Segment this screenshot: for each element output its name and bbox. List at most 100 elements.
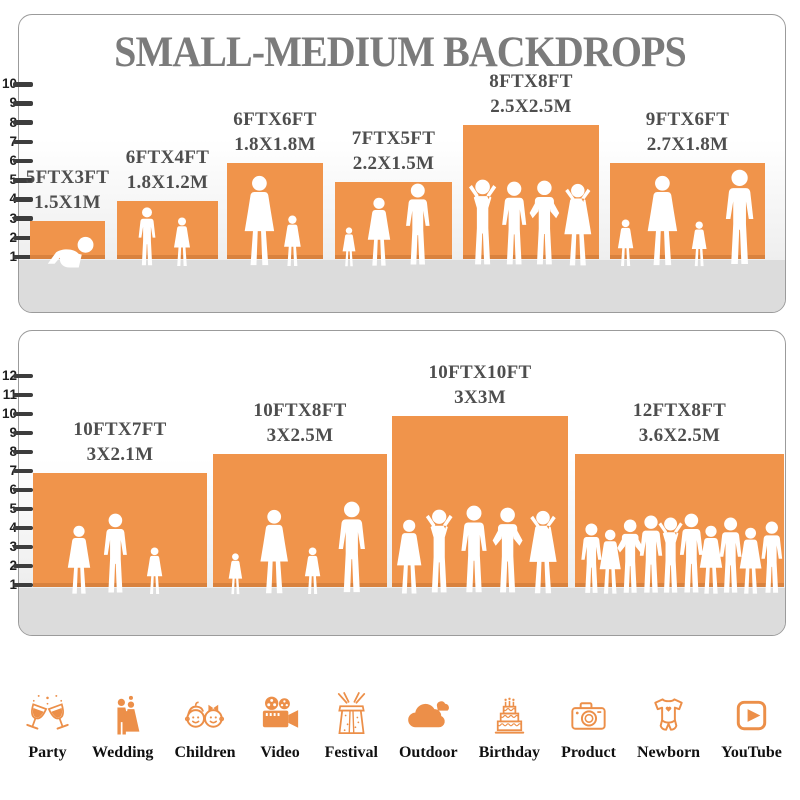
woman-silhouette <box>365 197 393 267</box>
axis-tick-mark <box>13 582 33 588</box>
backdrop-size-label: 6FTX4FT 1.8X1.2M <box>125 147 210 194</box>
axis-tick-mark <box>13 430 33 436</box>
woman-silhouette <box>227 553 244 595</box>
category-children: Children <box>174 692 236 762</box>
man-silhouette <box>757 521 787 595</box>
birthday-icon <box>486 692 533 739</box>
axis-tick-mark <box>13 563 33 569</box>
axis-tick-mark <box>13 525 33 531</box>
category-label: Festival <box>324 744 378 761</box>
man-hips-silhouette <box>490 507 525 595</box>
axis-tick-label: 10 <box>1 406 17 421</box>
category-label: YouTube <box>721 744 782 761</box>
man-silhouette <box>720 169 759 267</box>
festival-icon <box>328 692 375 739</box>
children-icon <box>181 692 228 739</box>
category-label: Birthday <box>478 744 541 761</box>
axis-tick-mark <box>13 82 33 87</box>
floor <box>19 260 785 312</box>
backdrop-bar-9ftx6ft <box>610 163 765 259</box>
floor <box>19 588 785 635</box>
category-youtube: YouTube <box>721 692 782 762</box>
backdrop-size-label: 5FTX3FT 1.5X1M <box>25 166 110 213</box>
backdrop-size-label: 8FTX8FT 2.5X2.5M <box>489 70 573 117</box>
video-icon <box>257 692 304 739</box>
backdrop-bar-6ftx4ft <box>117 201 218 259</box>
axis-tick-mark <box>13 216 33 221</box>
backdrop-bar-6ftx6ft <box>227 163 323 259</box>
axis-tick-mark <box>13 120 33 125</box>
man-silhouette <box>333 501 371 595</box>
category-newborn: Newborn <box>637 692 700 762</box>
small-backdrops-panel: SMALL-MEDIUM BACKDROPS 123456789105FTX3F… <box>0 14 800 313</box>
category-birthday: Birthday <box>479 692 540 762</box>
woman-silhouette <box>65 525 93 595</box>
category-product: Product <box>561 692 616 762</box>
backdrop-bar-10ftx10ft <box>392 416 568 587</box>
product-icon <box>565 692 612 739</box>
backdrop-size-label: 12FTX8FT 3.6X2.5M <box>632 400 727 446</box>
woman-silhouette <box>616 219 635 267</box>
man-silhouette <box>99 513 132 595</box>
axis-tick-mark <box>13 101 33 106</box>
party-icon <box>24 692 71 739</box>
category-label: Outdoor <box>398 744 458 761</box>
axis-tick-mark <box>13 449 33 455</box>
backdrop-size-label: 10FTX7FT 3X2.1M <box>73 419 167 465</box>
category-label: Party <box>28 744 67 761</box>
man-up-silhouette <box>422 509 456 595</box>
woman-silhouette <box>394 519 424 595</box>
axis-tick-mark <box>13 158 33 164</box>
axis-tick-label: 11 <box>2 387 17 402</box>
woman-silhouette <box>341 227 357 267</box>
wedding-icon <box>99 692 146 739</box>
category-label: Video <box>260 744 300 761</box>
man-silhouette <box>401 183 435 267</box>
axis-tick-mark <box>13 139 33 145</box>
woman-silhouette <box>282 215 303 267</box>
backdrop-size-label: 10FTX8FT 3X2.5M <box>253 400 347 446</box>
backdrop-bar-12ftx8ft <box>575 454 784 587</box>
woman-silhouette <box>644 175 681 267</box>
category-label: Children <box>174 744 236 761</box>
backdrop-bar-10ftx8ft <box>213 454 387 587</box>
outdoor-icon <box>405 692 452 739</box>
man-up-silhouette <box>465 179 500 267</box>
category-row: Party Wedding Children Video Festival Outdoor… <box>24 658 782 762</box>
category-label: Newborn <box>636 744 701 761</box>
backdrop-size-label: 9FTX6FT 2.7X1.8M <box>645 109 730 155</box>
axis-tick-mark <box>13 254 33 260</box>
backdrop-bar-8ftx8ft <box>463 124 599 259</box>
axis-tick-mark <box>13 235 33 241</box>
backdrop-size-label: 7FTX5FT 2.2X1.5M <box>351 128 436 175</box>
category-festival: Festival <box>325 692 378 762</box>
page-title: SMALL-MEDIUM BACKDROPS <box>114 29 687 76</box>
category-wedding: Wedding <box>92 692 153 762</box>
woman-up-silhouette <box>526 510 560 595</box>
backdrop-bar-5ftx3ft <box>30 220 105 259</box>
man-silhouette <box>456 505 492 595</box>
axis-tick-mark <box>13 392 33 398</box>
axis-tick-mark <box>13 197 33 202</box>
woman-silhouette <box>303 547 322 595</box>
woman-silhouette <box>172 217 192 267</box>
axis-tick-mark <box>13 487 33 493</box>
man-hips-silhouette <box>527 180 562 267</box>
axis-tick-label: 12 <box>1 368 17 383</box>
axis-tick-mark <box>13 468 33 474</box>
woman-silhouette <box>690 221 708 267</box>
backdrop-size-label: 6FTX6FT 1.8X1.8M <box>233 109 317 155</box>
youtube-icon <box>728 692 775 739</box>
axis-tick-mark <box>13 373 33 379</box>
backdrop-bar-7ftx5ft <box>335 182 452 259</box>
axis-tick-mark <box>13 411 33 417</box>
category-outdoor: Outdoor <box>399 692 458 762</box>
axis-tick-mark <box>13 544 33 550</box>
backdrop-size-label: 10FTX10FT 3X3M <box>428 362 532 408</box>
baby-silhouette <box>44 235 97 269</box>
category-label: Wedding <box>92 744 154 761</box>
woman-silhouette <box>257 509 291 595</box>
axis-tick-mark <box>13 178 33 183</box>
